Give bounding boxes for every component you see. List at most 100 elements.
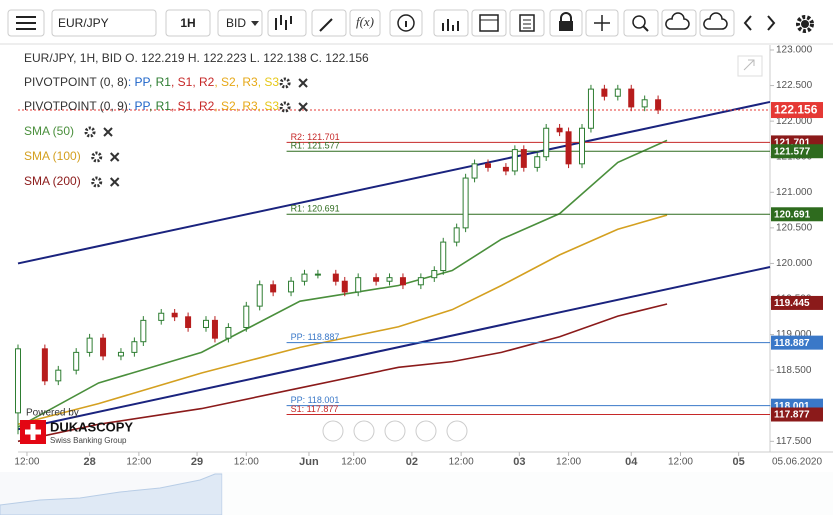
settings-icon[interactable]	[91, 176, 103, 188]
upload-button[interactable]	[661, 9, 697, 37]
trendline	[17, 266, 771, 431]
candle-body	[211, 319, 218, 339]
candle-body	[373, 277, 380, 282]
sma-line	[17, 303, 668, 443]
indicators-button[interactable]	[433, 9, 469, 37]
y-tick-label: 121.000	[776, 187, 813, 198]
x-tick-label: 12:00	[556, 457, 581, 468]
settings-icon[interactable]	[91, 151, 103, 163]
settings-icon[interactable]	[84, 126, 96, 138]
menu-button[interactable]	[7, 9, 45, 37]
candle-body	[131, 341, 138, 353]
remove-icon[interactable]	[298, 78, 308, 88]
indicator-legend: PIVOTPOINT (0, 8): PP, R1, S1, R2, S2, R…	[24, 75, 308, 188]
candle-body	[534, 156, 541, 168]
pivot-legend-item: , R3	[236, 75, 258, 89]
crosshair-button[interactable]	[585, 9, 619, 37]
x-tick-label: Jun	[299, 456, 319, 468]
candle-body	[462, 177, 469, 229]
download-button[interactable]	[699, 9, 735, 37]
next-button[interactable]	[762, 10, 784, 36]
sma-legend: SMA (200)	[24, 174, 81, 188]
info-button[interactable]	[389, 9, 423, 37]
pivot-legend-item: , S2	[214, 75, 236, 89]
x-tick-label: 03	[513, 456, 525, 468]
candle-body	[73, 351, 80, 371]
remove-icon[interactable]	[298, 102, 308, 112]
nav-back[interactable]	[322, 420, 344, 442]
candle-body	[355, 277, 362, 293]
candle-body	[399, 277, 406, 286]
price-badge	[771, 295, 823, 310]
pivot-legend-item: , R2	[192, 75, 214, 89]
y-tick-label: 119.000	[776, 329, 812, 340]
candle-body	[543, 127, 550, 158]
candle-body	[301, 273, 308, 282]
x-tick-label: 12:00	[126, 457, 151, 468]
y-tick-label: 122.000	[776, 116, 813, 127]
prev-button[interactable]	[736, 10, 758, 36]
candle-body	[41, 348, 48, 382]
candle-body	[417, 277, 424, 286]
candle-body	[158, 312, 165, 321]
symbol: EUR/JPY	[58, 16, 109, 30]
nav-forward[interactable]	[446, 420, 468, 442]
lock-button[interactable]	[549, 9, 583, 37]
side-button[interactable]: BID	[217, 9, 263, 37]
calendar-button[interactable]	[471, 9, 507, 37]
nav-zoom-in[interactable]	[415, 420, 437, 442]
chart-type-button[interactable]	[267, 9, 307, 37]
pivot-legend-item: : PP	[128, 99, 151, 113]
candle-body	[453, 227, 460, 243]
zoom-button[interactable]	[623, 9, 659, 37]
nav-reset[interactable]	[384, 420, 406, 442]
logo-cross	[25, 424, 41, 440]
candle-body	[628, 88, 635, 108]
candle-body	[341, 280, 348, 293]
pivot-label: S1: 117.877	[291, 404, 339, 414]
date-label: 05.06.2020	[772, 457, 822, 468]
settings-button[interactable]	[796, 15, 814, 33]
pivot-legend: PIVOTPOINT (0, 8): PP, R1, S1, R2, S2, R…	[24, 75, 279, 89]
side: BID	[226, 16, 246, 30]
x-tick-label: 12:00	[234, 457, 259, 468]
y-tick-label: 120.500	[776, 223, 813, 234]
price-badge	[771, 407, 823, 422]
trendline	[17, 100, 771, 265]
candle-body	[243, 305, 250, 328]
candle-body	[55, 369, 62, 382]
candle-body	[440, 241, 447, 272]
nav-controls	[322, 420, 468, 442]
remove-icon[interactable]	[109, 152, 120, 162]
settings-icon[interactable]	[279, 101, 291, 113]
nav-zoom-out[interactable]	[353, 420, 375, 442]
brand-sub: Swiss Banking Group	[50, 436, 127, 445]
x-tick-label: 12:00	[341, 457, 366, 468]
settings-icon[interactable]	[279, 77, 291, 89]
candle-body	[485, 163, 491, 168]
remove-icon[interactable]	[103, 127, 113, 137]
price-badge	[771, 207, 823, 222]
draw-button[interactable]	[311, 9, 347, 37]
timeframe: 1H	[180, 16, 195, 30]
candle-body	[314, 273, 321, 276]
fx-button[interactable]: f(x)	[349, 9, 381, 37]
pivot-label: R1: 120.691	[291, 204, 340, 214]
symbol-select[interactable]: EUR/JPY	[51, 9, 157, 37]
remove-icon[interactable]	[109, 177, 120, 187]
price-badge-label: 121.701	[774, 138, 811, 149]
candle-body	[332, 273, 339, 282]
price-legend: EUR/JPY, 1H, BID O. 122.219 H. 122.223 L…	[24, 51, 369, 65]
sma-legend: SMA (100)	[24, 149, 81, 163]
price-badge-label: 118.887	[774, 338, 810, 349]
news-button[interactable]	[509, 9, 545, 37]
pivot-legend-item: , S1	[171, 99, 193, 113]
candle-body	[225, 326, 232, 339]
expand-button[interactable]	[737, 55, 763, 77]
candle-body	[117, 351, 124, 357]
timeframe-button[interactable]: 1H	[165, 9, 211, 37]
navigator-window[interactable]	[222, 472, 833, 515]
pivot-legend-name: PIVOTPOINT (0, 8)	[24, 75, 128, 89]
price-badge-label: 121.577	[774, 146, 811, 157]
